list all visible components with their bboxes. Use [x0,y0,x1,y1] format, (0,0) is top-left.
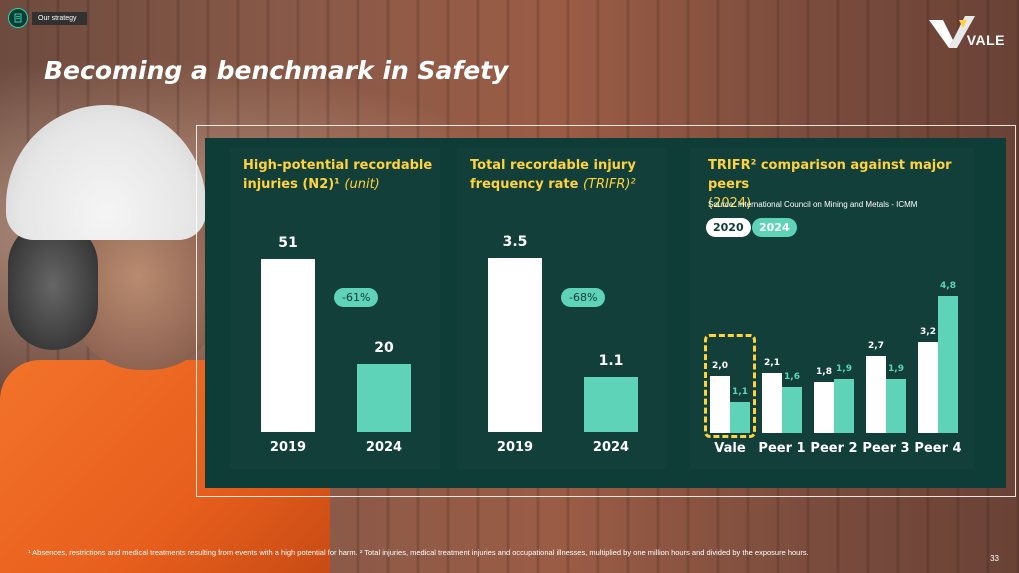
vale-logo: VALE [928,16,1005,50]
bar-Peer 1-2024 [782,387,802,433]
logo-text: VALE [966,32,1005,48]
value-label: 2,0 [712,360,728,371]
section-label: Our strategy [32,11,87,25]
bar-2024 [357,364,411,432]
chart-title-line1: High-potential recordable [243,158,433,173]
chart-title: TRIFR² comparison against major peers (2… [708,156,974,213]
value-label: 51 [278,234,298,251]
category-label: Vale [714,441,746,456]
chart-title-line1: Total recordable injury [470,158,636,173]
chart-title: Total recordable injury frequency rate (… [470,156,636,194]
bar-2019 [261,258,315,432]
value-label: 3.5 [502,233,528,250]
value-label: 1,6 [784,372,800,383]
strategy-icon [8,8,28,28]
bar-2019 [488,257,542,432]
change-pill: -68% [561,288,606,307]
category-label: 2019 [269,440,307,455]
value-label: 2,7 [868,340,884,351]
value-label: 20 [374,340,394,356]
bar-Peer 4-2020 [918,341,938,433]
chart-title-line2: injuries (N2)¹ [243,177,340,192]
chart-title-unit: (unit) [344,177,380,192]
bar-2024 [584,377,638,432]
value-label: 1,1 [732,386,748,397]
category-label: 2024 [592,440,630,455]
bar-Vale-2020 [710,375,730,433]
value-label: 1,8 [816,366,832,377]
content-frame [196,125,1016,497]
value-label: 1,9 [836,363,852,374]
category-label: 2019 [496,440,534,455]
chart-card-trifr: Total recordable injury frequency rate (… [457,148,667,469]
category-label: Peer 1 [758,441,806,456]
category-label: Peer 3 [862,441,910,456]
chart-title-line2: frequency rate [470,177,579,192]
value-label: 1,9 [888,363,904,374]
bar-Peer 4-2024 [938,295,958,433]
bar-Peer 2-2020 [814,381,834,433]
chart-card-peers: TRIFR² comparison against major peers (2… [690,148,974,469]
section-tag[interactable]: Our strategy [8,8,87,28]
category-label: 2024 [365,440,403,455]
footnote: ¹ Absences, restrictions and medical tre… [28,548,809,557]
ear-protector [8,220,98,350]
chart-title-unit: (TRIFR)² [582,177,636,192]
value-label: 3,2 [920,326,936,337]
chart-card-n2: High-potential recordable injuries (N2)¹… [230,148,440,469]
bar-Peer 1-2020 [762,373,782,433]
value-label: 4,8 [940,280,956,291]
bar-Peer 3-2024 [886,378,906,433]
page-number: 33 [990,554,999,563]
chart-title: High-potential recordable injuries (N2)¹… [243,156,432,194]
legend-2020: 2020 [706,218,751,237]
bar-Vale-2024 [730,401,750,433]
vale-logo-mark [928,16,975,48]
chart-title-line1: TRIFR² comparison against major peers [708,158,952,192]
bar-Peer 2-2024 [834,378,854,433]
legend-2024: 2024 [752,218,797,237]
value-label: 1.1 [598,353,624,370]
category-label: Peer 4 [914,441,962,456]
value-label: 2,1 [764,358,780,368]
highlight-box [704,334,756,438]
bar-Peer 3-2020 [866,355,886,433]
change-pill: -61% [334,288,379,307]
page-title: Becoming a benchmark in Safety [44,56,509,85]
category-label: Peer 2 [810,441,858,456]
chart-source: Source: International Council on Mining … [708,200,918,209]
chart-title-line2: (2024) [708,196,752,211]
